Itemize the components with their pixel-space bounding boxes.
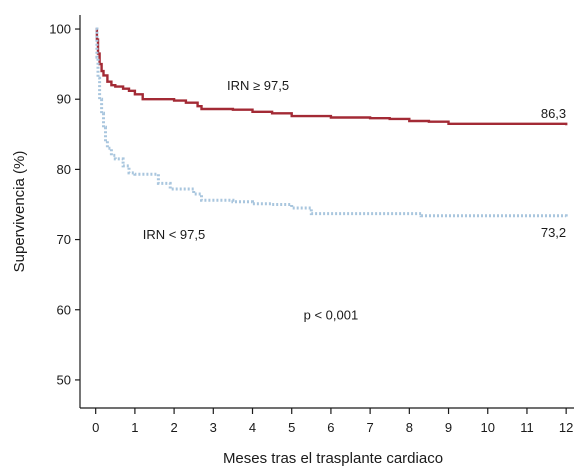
series-label-irn-high: IRN ≥ 97,5 xyxy=(227,78,289,93)
y-tick-label-90: 90 xyxy=(57,92,71,107)
x-axis-title: Meses tras el trasplante cardiaco xyxy=(223,450,443,467)
x-tick-label-8: 8 xyxy=(406,420,413,435)
x-tick-label-0: 0 xyxy=(92,420,99,435)
x-tick-label-11: 11 xyxy=(520,420,534,435)
y-axis-title: Supervivencia (%) xyxy=(11,151,28,273)
y-tick-label-50: 50 xyxy=(57,372,71,387)
series-layer xyxy=(95,27,568,218)
x-tick-label-6: 6 xyxy=(327,420,334,435)
x-tick-label-1: 1 xyxy=(131,420,138,435)
x-tick-label-12: 12 xyxy=(559,420,573,435)
end-label-irn-high: 86,3 xyxy=(541,106,566,121)
y-tick-label-80: 80 xyxy=(57,162,71,177)
x-tick-label-10: 10 xyxy=(481,420,495,435)
x-axis: 0 1 2 3 4 5 6 7 8 9 10 11 12 xyxy=(80,407,574,435)
x-tick-label-5: 5 xyxy=(288,420,295,435)
series-line-irn-low xyxy=(95,27,568,218)
x-tick-label-2: 2 xyxy=(170,420,177,435)
series-line-irn-high xyxy=(95,27,568,126)
y-tick-label-70: 70 xyxy=(57,232,71,247)
series-label-irn-low: IRN < 97,5 xyxy=(143,227,206,242)
y-tick-label-60: 60 xyxy=(57,302,71,317)
x-tick-label-3: 3 xyxy=(210,420,217,435)
x-tick-label-7: 7 xyxy=(367,420,374,435)
labels-layer: IRN ≥ 97,5 IRN < 97,5 86,3 73,2 p < 0,00… xyxy=(143,78,566,322)
p-value-annotation: p < 0,001 xyxy=(304,308,359,323)
x-tick-label-4: 4 xyxy=(249,420,256,435)
end-label-irn-low: 73,2 xyxy=(541,225,566,240)
y-tick-label-100: 100 xyxy=(49,22,71,37)
x-tick-label-9: 9 xyxy=(445,420,452,435)
y-axis: 50 60 70 80 90 100 xyxy=(49,15,81,408)
